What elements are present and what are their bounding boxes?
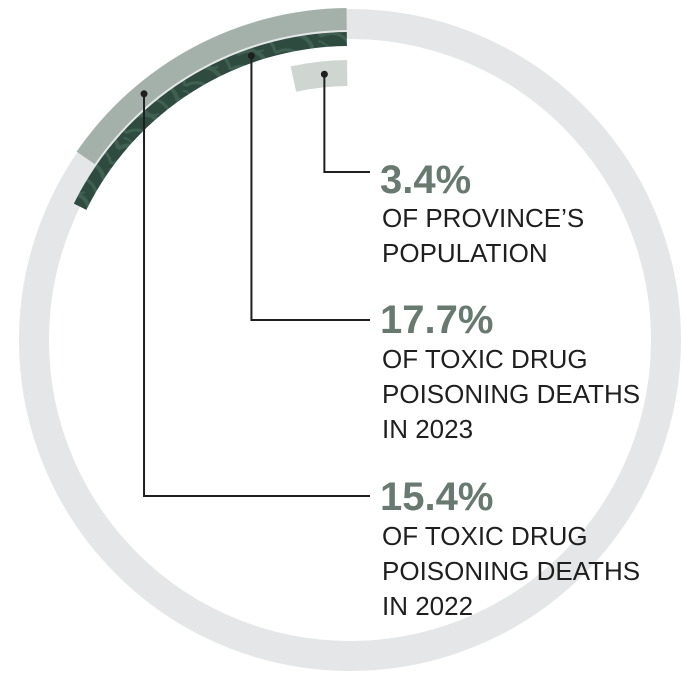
- description-population-line-2: POPULATION: [382, 238, 548, 268]
- label-deaths-2023: 17.7% OF TOXIC DRUG POISONING DEATHS IN …: [380, 298, 640, 444]
- percent-label-2022: 15.4%: [380, 475, 493, 519]
- leader-line-2023: [250, 55, 370, 321]
- arc-deaths-2023: [73, 32, 347, 210]
- description-2022-line-1: OF TOXIC DRUG: [382, 521, 588, 551]
- leader-line-population: [323, 74, 370, 173]
- description-2023-line-3: IN 2023: [382, 414, 473, 444]
- description-2023-line-1: OF TOXIC DRUG: [382, 344, 588, 374]
- leader-dot-population: [320, 70, 328, 78]
- description-2023-line-2: POISONING DEATHS: [382, 379, 640, 409]
- arc-province-population: [290, 60, 348, 92]
- label-population: 3.4% OF PROVINCE’S POPULATION: [380, 158, 584, 268]
- description-2022-line-3: IN 2022: [382, 591, 473, 621]
- percent-label-population: 3.4%: [380, 158, 471, 202]
- leader-line-2022: [143, 93, 370, 497]
- arc-deaths-2022: [76, 8, 347, 165]
- donut-track: [19, 9, 681, 671]
- description-population-line-1: OF PROVINCE’S: [382, 203, 584, 233]
- leader-dot-2022: [140, 90, 148, 98]
- description-2022-line-2: POISONING DEATHS: [382, 556, 640, 586]
- leader-dot-2023: [247, 52, 255, 60]
- label-deaths-2022: 15.4% OF TOXIC DRUG POISONING DEATHS IN …: [380, 475, 640, 621]
- leader-lines: [140, 52, 370, 497]
- percent-label-2023: 17.7%: [380, 298, 493, 342]
